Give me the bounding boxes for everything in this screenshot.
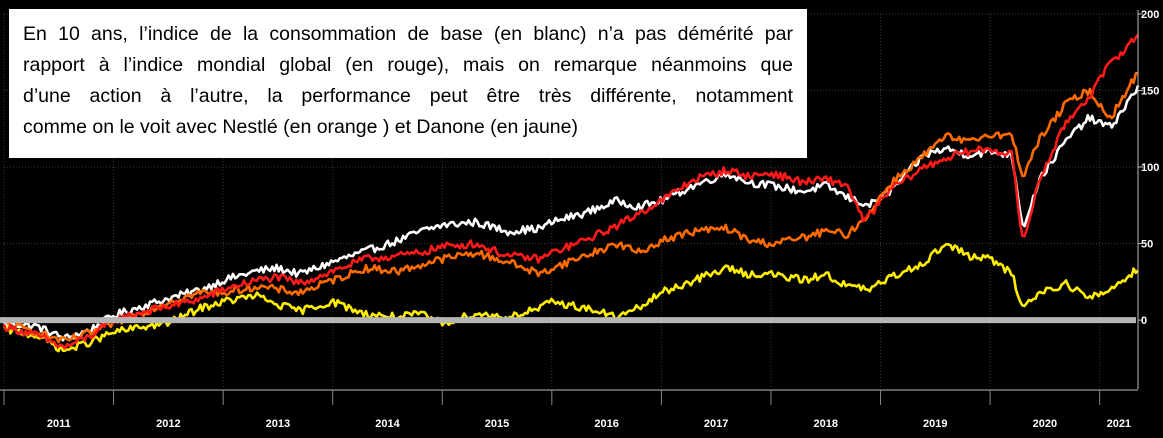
x-tick-label: 2021 <box>1107 418 1131 430</box>
series-layer <box>0 34 1140 353</box>
caption-line: En 10 ans, l’indice de la consommation d… <box>23 23 793 45</box>
x-tick-label: 2012 <box>156 418 180 430</box>
x-tick-label: 2013 <box>266 418 290 430</box>
x-tick-label: 2016 <box>594 418 618 430</box>
x-tick-label: 2011 <box>47 418 71 430</box>
y-tick-label: 50 <box>1141 239 1153 251</box>
x-tick-label: 2018 <box>813 418 837 430</box>
caption-line: comme on le voit avec Nestlé (en orange … <box>23 116 578 138</box>
caption-line: d’une action à l’autre, la performance p… <box>23 85 793 107</box>
series-line <box>2 34 1139 350</box>
y-axis: 0 50 100 150 200 <box>1137 9 1159 389</box>
caption-line: rapport à l’indice mondial global (en ro… <box>23 54 793 76</box>
series-line <box>3 71 1139 344</box>
y-tick-label: 200 <box>1141 9 1159 21</box>
x-tick-label: 2014 <box>375 418 400 430</box>
caption-box: En 10 ans, l’indice de la consommation d… <box>9 9 807 158</box>
series-line <box>3 242 1139 353</box>
y-tick-label: 0 <box>1141 315 1147 327</box>
x-tick-label: 2019 <box>923 418 947 430</box>
x-tick-label: 2017 <box>704 418 728 430</box>
x-tick-label: 2020 <box>1033 418 1057 430</box>
y-tick-label: 150 <box>1141 86 1159 98</box>
x-tick-label: 2015 <box>485 418 509 430</box>
series-line <box>2 85 1140 342</box>
x-axis: 2011 2012 2013 2014 2015 2016 2017 2018 2019 2020… <box>0 389 1138 430</box>
y-tick-label: 100 <box>1141 162 1159 174</box>
